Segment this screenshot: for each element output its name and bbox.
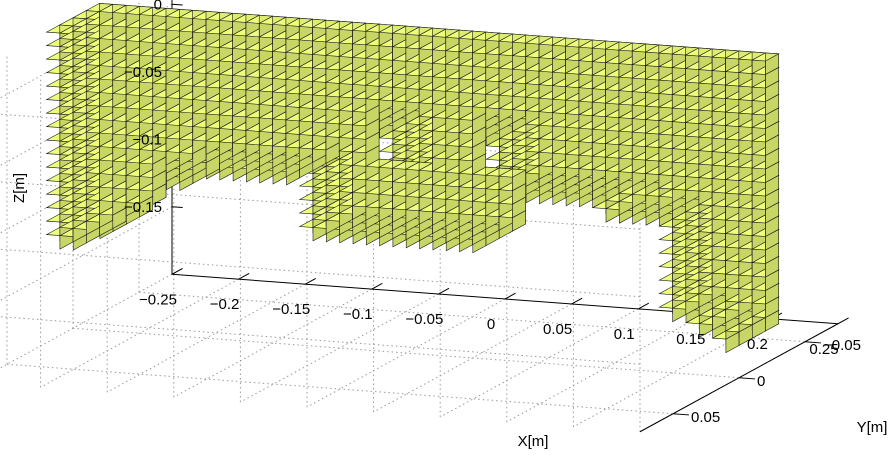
z-tick-mark [171, 3, 183, 6]
x-tick-mark [171, 268, 183, 275]
x-tick-label: 0.05 [543, 321, 572, 338]
grid-line [573, 318, 772, 428]
y-tick-mark [672, 413, 690, 416]
grid-line [40, 278, 239, 388]
y-tick-mark [738, 377, 756, 380]
x-tick-mark [438, 287, 450, 295]
y-tick-mark [804, 341, 822, 344]
voxel-mesh [45, 3, 780, 354]
x-tick-label: 0.2 [747, 336, 768, 353]
grid-line [106, 283, 306, 393]
x-tick-label: −0.2 [210, 296, 240, 313]
x-tick-mark [304, 277, 316, 285]
grid-line [240, 293, 439, 403]
z-tick-label: 0 [154, 0, 162, 13]
x-tick-label: 0.25 [809, 341, 838, 358]
grid-line [138, 291, 806, 343]
x-tick-mark [637, 302, 649, 310]
grid-line [0, 181, 641, 230]
z-tick-label: −0.05 [124, 64, 162, 81]
x-tick-label: −0.15 [272, 301, 310, 318]
z-tick-mark [171, 206, 183, 209]
x-tick-mark [238, 273, 250, 280]
x-tick-mark [504, 292, 516, 300]
grid-line [173, 288, 373, 398]
x-tick-label: 0.15 [676, 331, 705, 348]
x-tick-label: −0.25 [139, 291, 177, 308]
x-tick-label: −0.1 [343, 306, 373, 323]
y-tick-label: −0.05 [823, 337, 861, 354]
x-tick-mark [837, 317, 849, 325]
z-tick-label: −0.1 [132, 131, 162, 148]
grid-line [439, 308, 639, 418]
grid-line [0, 248, 641, 298]
voxel [751, 52, 780, 76]
grid-line [0, 206, 173, 302]
x-tick-label: 0.1 [614, 326, 635, 343]
x-tick-mark [371, 282, 383, 290]
y-tick-label: 0.05 [691, 409, 720, 426]
grid-line [6, 363, 674, 415]
z-tick-label: −0.15 [124, 199, 162, 216]
voxel [617, 42, 647, 66]
z-axis-label: Z[m] [11, 173, 28, 203]
grid-line [0, 316, 641, 365]
voxel [737, 51, 767, 75]
x-tick-label: −0.05 [405, 311, 443, 328]
y-tick-label: 0 [757, 373, 765, 390]
grid-line [506, 313, 706, 423]
y-axis-label: Y[m] [857, 419, 888, 436]
x-axis-label: X[m] [518, 433, 549, 450]
x-tick-label: 0 [487, 316, 495, 333]
tick-labels: −0.25 −0.2 −0.15 −0.1 −0.05 0 0.05 0.1 0.15 0.2 0.… [124, 0, 861, 426]
x-tick-mark [571, 297, 583, 305]
voxel [498, 168, 527, 192]
grid-line [72, 327, 740, 379]
